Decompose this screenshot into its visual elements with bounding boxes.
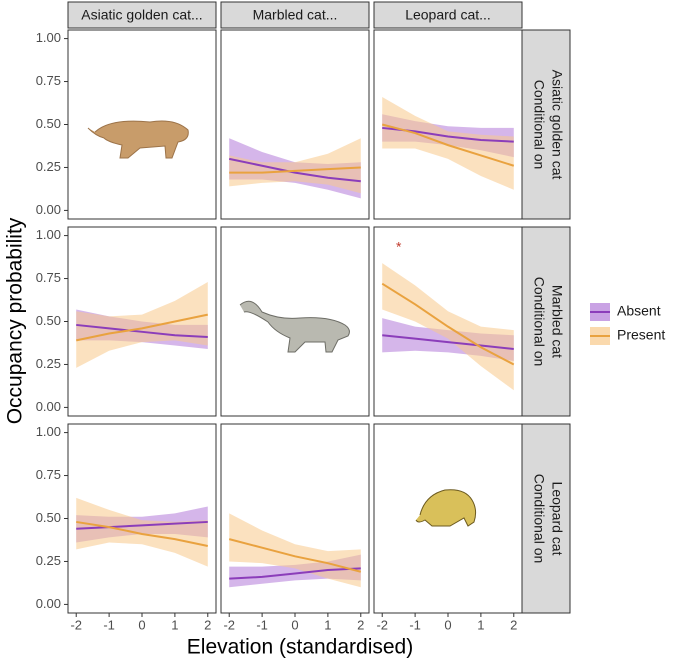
strip <box>521 226 571 417</box>
x-tick-label: 0 <box>138 617 145 632</box>
row-strip-label: Conditional on <box>531 277 547 367</box>
row-strip-label: Asiatic golden cat <box>549 70 565 180</box>
line <box>76 520 208 547</box>
y-tick-label: 0.75 <box>36 467 61 482</box>
line <box>229 157 361 183</box>
x-tick-label: 2 <box>357 617 364 632</box>
x-tick-label: 0 <box>291 617 298 632</box>
column-strip-label: Marbled cat... <box>253 7 338 23</box>
cat-illustration <box>239 300 350 353</box>
strip <box>67 1 217 29</box>
y-tick-label: 0.50 <box>36 313 61 328</box>
panel <box>373 29 523 220</box>
x-axis-title: Elevation (standardised) <box>187 636 413 659</box>
strip <box>521 29 571 220</box>
annotation: * <box>396 238 402 254</box>
x-tick-label: -1 <box>409 617 421 632</box>
row-strip-label: Marbled cat <box>549 285 565 358</box>
x-tick-label: 2 <box>204 617 211 632</box>
y-tick-label: 0.75 <box>36 270 61 285</box>
strip <box>521 423 571 614</box>
strip <box>220 1 370 29</box>
line <box>228 538 362 573</box>
line <box>76 313 208 342</box>
x-tick-label: -1 <box>103 617 115 632</box>
confidence-band <box>229 513 361 588</box>
x-tick-label: 1 <box>324 617 331 632</box>
confidence-band <box>76 497 208 567</box>
confidence-band <box>76 281 208 368</box>
y-tick-label: 0.00 <box>36 399 61 414</box>
y-axis-title: Occupancy probability <box>4 217 27 424</box>
x-tick-label: -2 <box>70 617 82 632</box>
y-tick-label: 1.00 <box>36 30 61 45</box>
x-tick-label: 0 <box>444 617 451 632</box>
y-tick-label: 0.00 <box>36 202 61 217</box>
x-tick-label: 1 <box>171 617 178 632</box>
line <box>229 166 361 174</box>
x-tick-label: 2 <box>510 617 517 632</box>
x-tick-label: -2 <box>223 617 235 632</box>
cat-illustration <box>415 489 477 527</box>
y-tick-label: 0.25 <box>36 553 61 568</box>
x-tick-label: -2 <box>376 617 388 632</box>
confidence-band <box>229 138 361 194</box>
plot-layer: Asiatic golden cat... Marbled cat... Leopa… <box>36 1 665 632</box>
line <box>76 323 208 338</box>
legend-label: Absent <box>617 303 661 319</box>
line <box>76 520 208 530</box>
y-tick-label: 0.25 <box>36 159 61 174</box>
confidence-band <box>382 97 514 190</box>
y-tick-label: 0.25 <box>36 356 61 371</box>
line <box>382 334 514 350</box>
y-tick-label: 1.00 <box>36 424 61 439</box>
legend-label: Present <box>617 327 665 343</box>
column-strip-label: Leopard cat... <box>405 7 491 23</box>
line <box>381 123 515 167</box>
cat-illustration <box>87 120 189 159</box>
column-strip-label: Asiatic golden cat... <box>81 7 202 23</box>
y-tick-label: 0.50 <box>36 510 61 525</box>
y-tick-label: 0.75 <box>36 73 61 88</box>
line <box>229 567 361 580</box>
y-tick-label: 0.50 <box>36 116 61 131</box>
x-tick-label: 1 <box>477 617 484 632</box>
row-strip-label: Conditional on <box>531 80 547 170</box>
y-tick-label: 0.00 <box>36 596 61 611</box>
y-tick-label: 1.00 <box>36 227 61 242</box>
x-tick-label: -1 <box>256 617 268 632</box>
line <box>381 282 515 366</box>
strip <box>373 1 523 29</box>
row-strip-label: Conditional on <box>531 474 547 564</box>
row-strip-label: Leopard cat <box>549 482 565 556</box>
